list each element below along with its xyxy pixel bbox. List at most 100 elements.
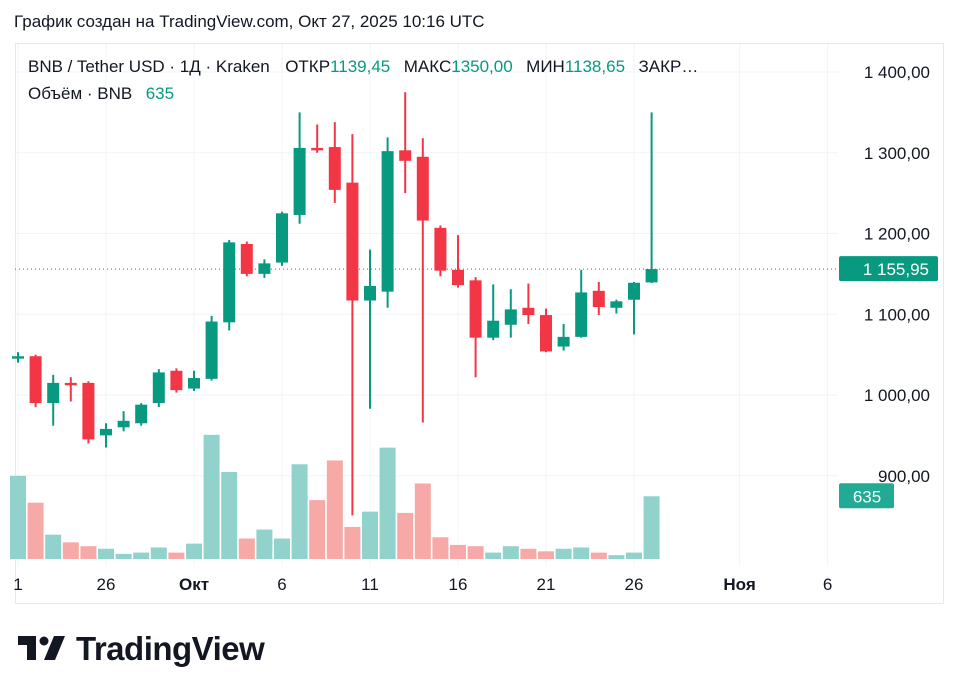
candle <box>434 225 447 277</box>
y-tick-label: 1 000,00 <box>864 386 930 405</box>
candle-body <box>487 320 500 338</box>
candle-body <box>12 356 24 359</box>
candle <box>399 92 412 194</box>
last-price-label: 1 155,95 <box>863 260 929 279</box>
candle-body <box>416 156 429 221</box>
candle-body <box>276 213 288 263</box>
symbol-name[interactable]: BNB / Tether USD · 1Д · Kraken <box>28 57 270 76</box>
last-volume-label: 635 <box>853 487 881 506</box>
candle-body <box>592 290 605 307</box>
candle-body <box>364 285 376 301</box>
candles <box>12 92 658 516</box>
volume-bar <box>80 546 97 559</box>
candle <box>64 377 77 402</box>
candle-body <box>64 382 77 386</box>
candle-body <box>100 428 112 436</box>
candle-body <box>628 282 640 300</box>
candle <box>276 211 288 266</box>
volume-bars <box>10 434 660 559</box>
volume-bar <box>362 511 378 559</box>
x-tick-label: Окт <box>179 575 209 594</box>
volume-bar <box>115 553 132 559</box>
volume-bar <box>10 475 26 559</box>
candle <box>29 354 42 408</box>
volume-label[interactable]: Объём · BNB <box>28 84 133 103</box>
volume-bar <box>344 527 361 559</box>
candle <box>575 269 588 338</box>
candle <box>258 259 271 278</box>
candle <box>364 249 376 409</box>
candle-body <box>188 378 200 389</box>
volume-bar <box>397 512 414 559</box>
candle <box>223 239 236 331</box>
y-tick-label: 900,00 <box>878 467 930 486</box>
volume-bar <box>27 502 44 559</box>
volume-bar <box>450 544 466 559</box>
candle <box>487 284 500 341</box>
candle-body <box>29 356 42 404</box>
open-label: ОТКР <box>285 57 331 76</box>
candle-body <box>223 242 236 323</box>
candle-body <box>610 301 623 308</box>
volume-bar <box>45 534 62 559</box>
volume-bar <box>590 552 607 559</box>
candle <box>346 134 359 516</box>
volume-bar <box>414 483 431 559</box>
low-value: 1138,65 <box>564 57 626 76</box>
candle-body <box>258 263 271 274</box>
volume-bar <box>555 548 572 559</box>
volume-value: 635 <box>145 84 175 103</box>
volume-bar <box>326 460 343 559</box>
brand-name: TradingView <box>76 630 265 667</box>
candle <box>522 283 535 324</box>
volume-bar <box>608 555 625 559</box>
candle <box>610 299 623 314</box>
candle-body <box>47 382 60 404</box>
candle <box>328 122 341 203</box>
candle-body <box>311 147 324 151</box>
volume-legend: Объём · BNB 635 <box>28 84 174 104</box>
volume-bar <box>291 464 308 559</box>
candle <box>205 315 218 381</box>
x-tick-label: 26 <box>97 575 116 594</box>
candle-body <box>399 150 412 161</box>
candle <box>170 368 183 393</box>
volume-bar <box>485 552 502 559</box>
x-tick-label: 1 <box>13 575 22 594</box>
price-markers: 1 155,95 635 <box>15 256 938 509</box>
x-tick-label: 21 <box>537 575 556 594</box>
volume-bar <box>98 548 114 559</box>
candle-body <box>170 370 183 391</box>
x-axis: 1 26 Окт 6 11 16 21 26 Ноя 6 <box>13 575 832 594</box>
y-tick-label: 1 400,00 <box>864 63 930 82</box>
chart-caption: График создан на TradingView.com, Окт 27… <box>14 12 485 31</box>
candle-body <box>504 309 517 325</box>
tradingview-logo-icon <box>18 636 65 660</box>
volume-bar <box>238 538 255 559</box>
volume-bar <box>274 538 290 559</box>
candle-body <box>240 243 253 274</box>
y-tick-label: 1 300,00 <box>864 144 930 163</box>
candle-body <box>117 420 130 428</box>
candle <box>240 241 253 277</box>
x-tick-label: 6 <box>823 575 832 594</box>
volume-bar <box>538 551 554 559</box>
x-tick-label: 11 <box>361 575 379 594</box>
candle <box>47 374 60 426</box>
candle <box>540 308 552 353</box>
candle <box>188 370 200 391</box>
x-tick-label: 16 <box>449 575 468 594</box>
candle-body <box>205 321 218 379</box>
candle-body <box>328 147 341 190</box>
candle-body <box>434 227 447 271</box>
candle <box>452 235 464 288</box>
candle <box>135 403 148 426</box>
last-volume-badge <box>839 483 894 509</box>
candle <box>416 138 429 423</box>
volume-bar <box>133 552 150 559</box>
candle <box>293 112 306 224</box>
candle <box>381 137 394 308</box>
tradingview-logo[interactable]: TradingView <box>18 630 265 668</box>
candle <box>557 323 570 351</box>
